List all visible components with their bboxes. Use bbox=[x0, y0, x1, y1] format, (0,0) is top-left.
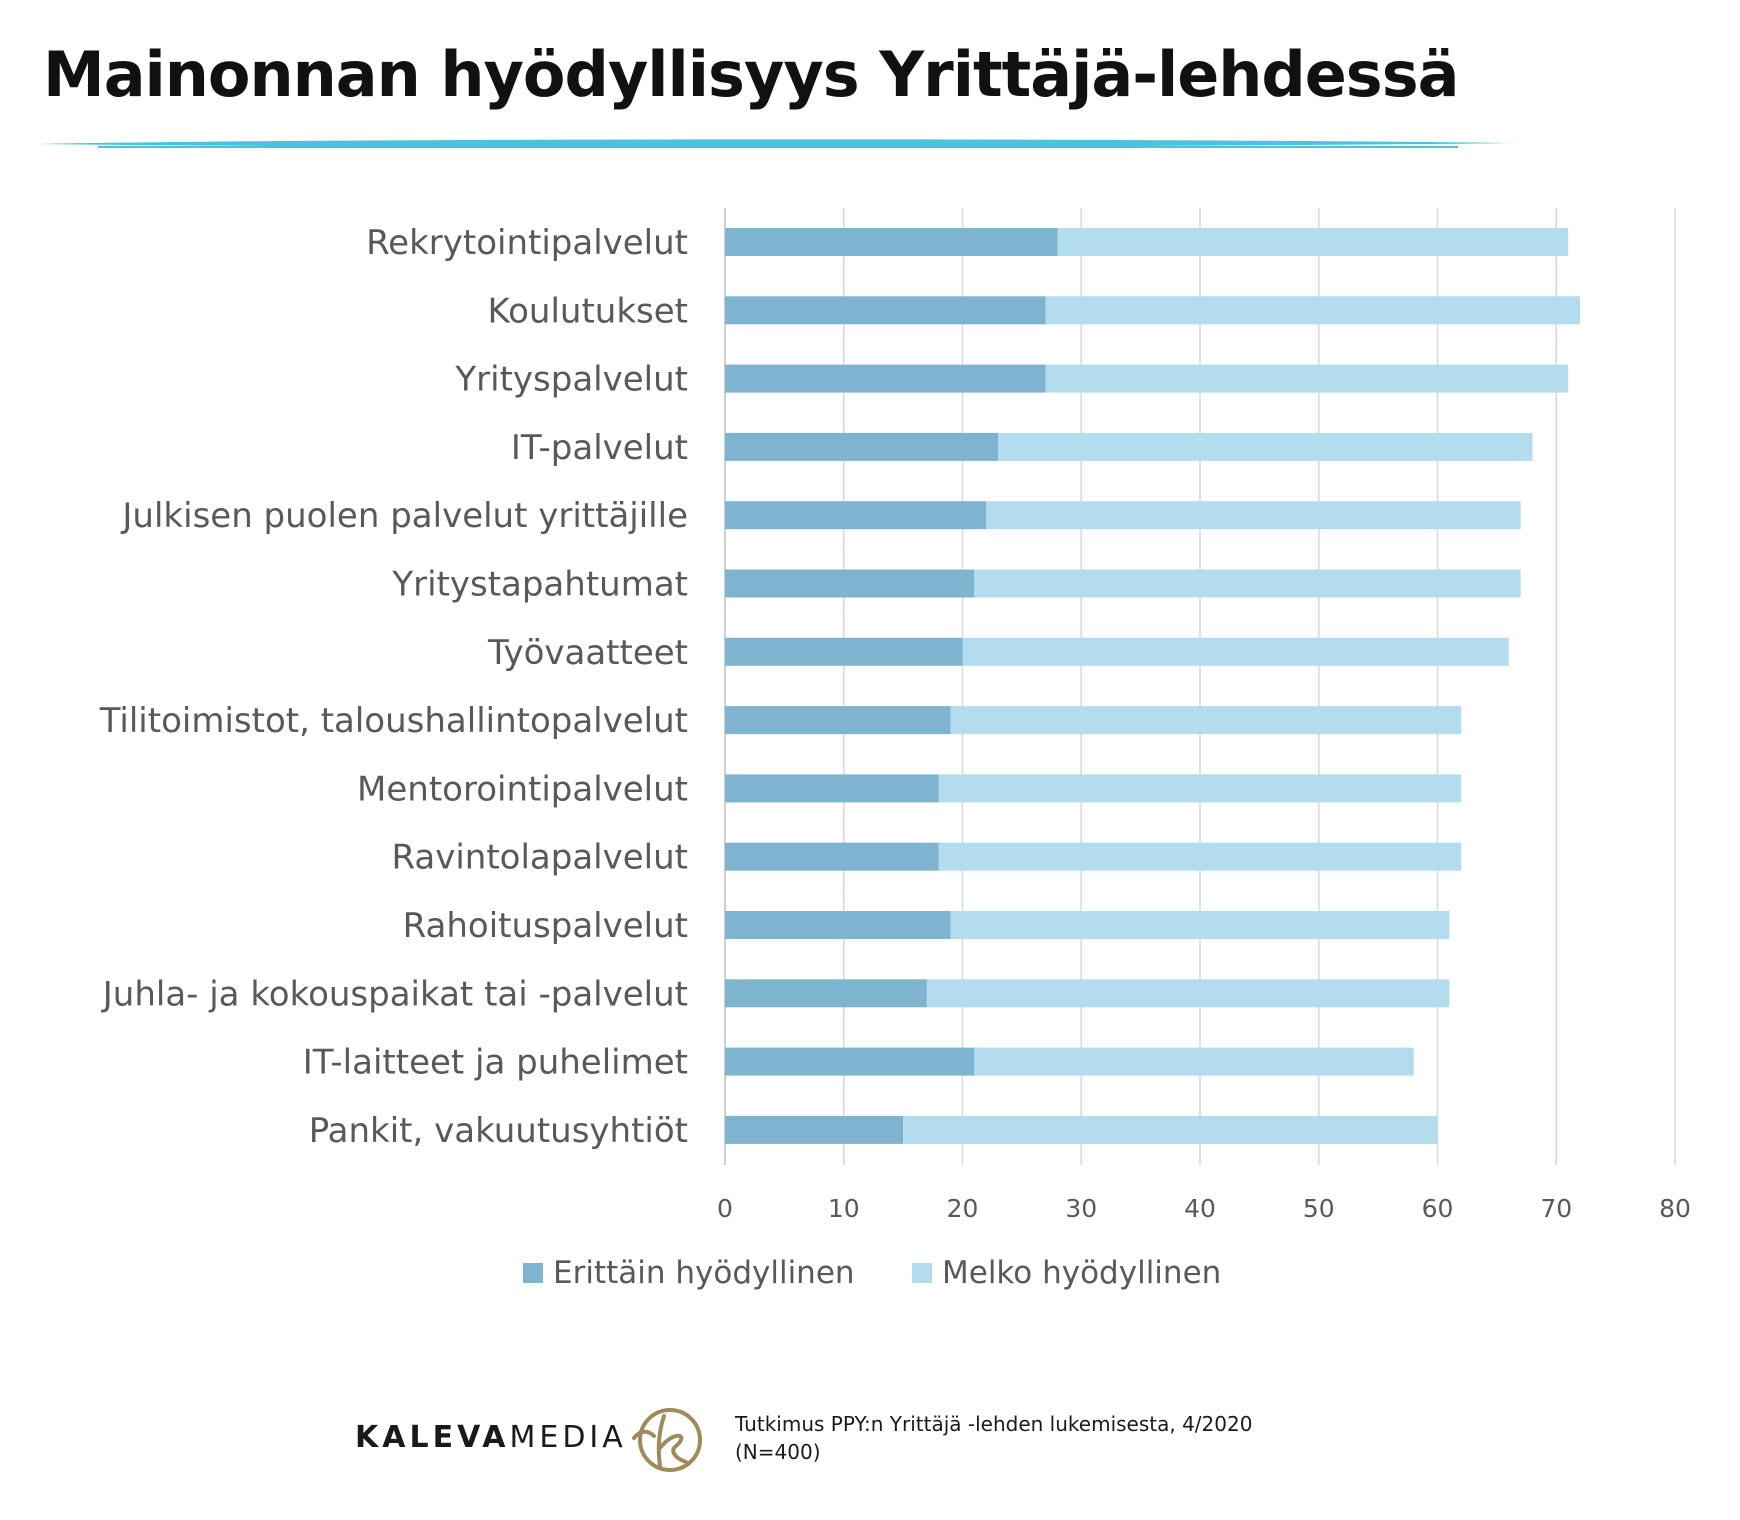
x-tick-label-60: 60 bbox=[1422, 1194, 1454, 1223]
bar-2-12 bbox=[926, 979, 1450, 1008]
x-tick-label-30: 30 bbox=[1065, 1194, 1097, 1223]
bars bbox=[725, 228, 1580, 1144]
bar-1-1 bbox=[725, 228, 1058, 256]
bar-1-8 bbox=[725, 706, 951, 735]
category-label-7: Työvaatteet bbox=[487, 633, 688, 673]
source-note: Tutkimus PPY:n Yrittäjä -lehden lukemise… bbox=[735, 1410, 1252, 1466]
bar-1-2 bbox=[725, 296, 1046, 325]
bar-2-7 bbox=[962, 637, 1509, 666]
bar-1-14 bbox=[725, 1115, 904, 1144]
category-labels: Rekrytointipalvelut Koulutukset Yrityspalv… bbox=[99, 223, 688, 1151]
category-label-12: Juhla- ja kokouspaikat tai -palvelut bbox=[101, 974, 688, 1014]
x-tick-label-0: 0 bbox=[717, 1194, 733, 1223]
kaleva-logo-icon bbox=[632, 1408, 702, 1472]
bar-1-11 bbox=[725, 911, 951, 939]
bar-2-5 bbox=[986, 501, 1521, 530]
page-title: Mainonnan hyödyllisyys Yrittäjä-lehdessä bbox=[43, 38, 1459, 111]
category-label-13: IT-laitteet ja puhelimet bbox=[303, 1043, 688, 1083]
bar-1-6 bbox=[725, 569, 975, 598]
bar-2-6 bbox=[974, 569, 1521, 598]
title-underline bbox=[38, 139, 1518, 148]
x-tick-label-80: 80 bbox=[1659, 1194, 1691, 1223]
legend-label-series-2: Melko hyödyllinen bbox=[942, 1255, 1222, 1291]
x-tick-label-20: 20 bbox=[947, 1194, 979, 1223]
category-label-3: Yrityspalvelut bbox=[454, 360, 688, 400]
category-label-5: Julkisen puolen palvelut yrittäjille bbox=[120, 496, 688, 536]
brand-light: MEDIA bbox=[509, 1420, 627, 1455]
bar-2-3 bbox=[1045, 364, 1569, 393]
x-tick-label-50: 50 bbox=[1303, 1194, 1335, 1223]
x-axis-ticks: 0 10 20 30 40 50 60 70 80 bbox=[717, 1194, 1691, 1223]
category-label-6: Yritystapahtumat bbox=[391, 565, 688, 605]
bar-1-13 bbox=[725, 1047, 975, 1076]
bar-1-4 bbox=[725, 432, 999, 461]
bar-1-10 bbox=[725, 842, 939, 871]
bar-1-7 bbox=[725, 637, 963, 666]
legend-label-series-1: Erittäin hyödyllinen bbox=[553, 1255, 855, 1291]
category-label-1: Rekrytointipalvelut bbox=[366, 223, 688, 263]
source-line-1: Tutkimus PPY:n Yrittäjä -lehden lukemise… bbox=[735, 1412, 1253, 1436]
category-label-4: IT-palvelut bbox=[511, 428, 688, 468]
category-label-10: Ravintolapalvelut bbox=[392, 838, 688, 878]
bar-1-3 bbox=[725, 364, 1046, 393]
x-tick-label-70: 70 bbox=[1540, 1194, 1572, 1223]
bar-1-12 bbox=[725, 979, 927, 1008]
source-line-2: (N=400) bbox=[735, 1440, 821, 1464]
brand-bold: KALEVA bbox=[355, 1420, 510, 1455]
x-tick-label-40: 40 bbox=[1184, 1194, 1216, 1223]
bar-2-10 bbox=[938, 842, 1462, 871]
legend-swatch-series-1 bbox=[523, 1263, 543, 1283]
bar-2-8 bbox=[950, 706, 1462, 735]
legend-item-series-1: Erittäin hyödyllinen bbox=[523, 1255, 855, 1291]
legend: Erittäin hyödyllinen Melko hyödyllinen bbox=[0, 1255, 1740, 1295]
bar-1-5 bbox=[725, 501, 987, 530]
bar-1-9 bbox=[725, 774, 939, 803]
category-label-11: Rahoituspalvelut bbox=[403, 906, 688, 946]
category-label-8: Tilitoimistot, taloushallintopalvelut bbox=[99, 701, 688, 741]
stacked-bar-chart: Rekrytointipalvelut Koulutukset Yrityspalv… bbox=[99, 208, 1691, 1223]
gridlines bbox=[724, 208, 1676, 1165]
brand-wordmark: KALEVAMEDIA bbox=[355, 1420, 627, 1455]
bar-2-4 bbox=[998, 432, 1533, 461]
x-tick-label-10: 10 bbox=[828, 1194, 860, 1223]
bar-2-14 bbox=[903, 1115, 1438, 1144]
bar-2-11 bbox=[950, 911, 1450, 939]
category-label-14: Pankit, vakuutusyhtiöt bbox=[309, 1111, 688, 1151]
bar-2-2 bbox=[1045, 296, 1580, 325]
category-label-9: Mentorointipalvelut bbox=[357, 769, 688, 809]
category-label-2: Koulutukset bbox=[488, 291, 688, 331]
bar-2-9 bbox=[938, 774, 1462, 803]
legend-swatch-series-2 bbox=[912, 1263, 932, 1283]
bar-2-13 bbox=[974, 1047, 1414, 1076]
bar-2-1 bbox=[1057, 228, 1569, 256]
legend-item-series-2: Melko hyödyllinen bbox=[912, 1255, 1221, 1291]
